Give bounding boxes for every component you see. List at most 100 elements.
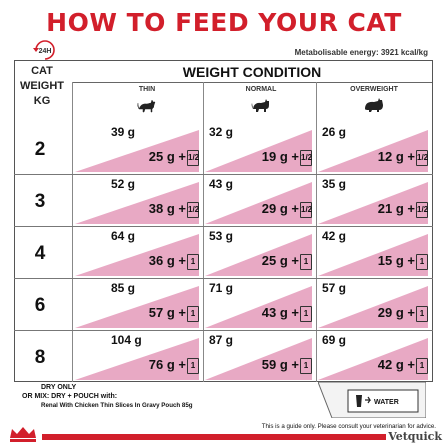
plus-sign: + — [287, 357, 299, 372]
mix-amount: 36 g +1 — [149, 253, 199, 270]
weight-condition-header: WEIGHT CONDITION — [182, 64, 322, 80]
pouch-icon: 1 — [187, 253, 199, 270]
column-thin: THIN — [138, 86, 156, 93]
cat-weight-value: 2 — [34, 139, 46, 160]
badge-label: 24H — [39, 48, 52, 55]
cat-weight-value: 6 — [34, 295, 46, 316]
pouch-icon: 1 — [300, 357, 312, 374]
mix-feeding-wedge — [205, 338, 312, 380]
cat-weight-value: 4 — [34, 243, 46, 264]
disclaimer: This is a guide only. Please consult you… — [261, 423, 436, 430]
mix-dry-amount: 57 g — [148, 305, 175, 320]
mix-dry-amount: 29 g — [377, 305, 404, 320]
dry-only-amount: 35 g — [322, 177, 347, 191]
plus-sign: + — [403, 201, 415, 216]
mix-dry-amount: 38 g — [148, 201, 175, 216]
mix-dry-amount: 25 g — [261, 253, 288, 268]
thin-cat-icon — [137, 99, 156, 113]
pouch-icon: 1 — [300, 305, 312, 322]
pouch-icon: 1/2 — [300, 201, 312, 218]
brand-crown-logo — [10, 427, 36, 442]
mix-feeding-wedge — [318, 286, 428, 328]
mix-dry-amount: 36 g — [148, 253, 175, 268]
normal-cat-icon — [251, 99, 269, 112]
mix-dry-amount: 12 g — [377, 149, 404, 164]
dry-only-amount: 42 g — [322, 229, 347, 243]
pouch-icon: 1/2 — [187, 201, 199, 218]
mix-feeding-wedge — [318, 130, 428, 172]
dry-only-amount: 57 g — [322, 281, 347, 295]
pouch-icon: 1 — [416, 305, 428, 322]
cat-weight-header: CAT WEIGHT KG — [20, 65, 64, 107]
dry-only-amount: 52 g — [111, 177, 136, 191]
plus-sign: + — [174, 149, 186, 164]
mix-amount: 25 g +1 — [262, 253, 312, 270]
dry-only-amount: 39 g — [111, 125, 136, 139]
energy-note: Metabolisable energy: 3921 kcal/kg — [294, 48, 428, 57]
water-label: WATER — [374, 399, 399, 406]
pouch-icon: 1/2 — [187, 149, 199, 166]
legend-mix: OR MIX: DRY + POUCH with: — [22, 393, 118, 400]
mix-feeding-wedge — [75, 234, 199, 276]
dry-only-amount: 69 g — [322, 333, 347, 347]
water-legend: WATER — [318, 382, 426, 418]
plus-sign: + — [287, 149, 299, 164]
row-divider — [14, 226, 433, 227]
24h-clock-icon: 24H — [33, 40, 55, 60]
mix-dry-amount: 19 g — [261, 149, 288, 164]
plus-sign: + — [403, 357, 415, 372]
mix-amount: 76 g +1 — [149, 357, 199, 374]
mix-feeding-wedge — [75, 286, 199, 328]
row-divider — [14, 330, 433, 331]
legend-pouch-name: Renal With Chicken Thin Slices In Gravy … — [41, 402, 193, 409]
mix-amount: 42 g +1 — [378, 357, 428, 374]
mix-dry-amount: 59 g — [261, 357, 288, 372]
mix-feeding-wedge — [75, 338, 199, 380]
page-title: HOW TO FEED YOUR CAT — [46, 8, 402, 37]
dry-only-amount: 87 g — [209, 333, 234, 347]
mix-feeding-wedge — [318, 234, 428, 276]
vetquick-watermark: Vetquick — [386, 430, 442, 443]
mix-amount: 29 g +1 — [378, 305, 428, 322]
pouch-icon: 1 — [187, 305, 199, 322]
pouch-icon: 1 — [300, 253, 312, 270]
mix-dry-amount: 25 g — [148, 149, 175, 164]
pouch-icon: 1 — [187, 357, 199, 374]
footer-red-bar — [42, 434, 402, 440]
mix-amount: 59 g +1 — [262, 357, 312, 374]
cat-weight-value: 3 — [34, 191, 46, 212]
plus-sign: + — [174, 253, 186, 268]
plus-sign: + — [403, 305, 415, 320]
column-overweight: OVERWEIGHT — [350, 86, 398, 93]
pouch-icon: 1/2 — [416, 201, 428, 218]
plus-sign: + — [287, 201, 299, 216]
mix-amount: 43 g +1 — [262, 305, 312, 322]
mix-dry-amount: 76 g — [148, 357, 175, 372]
mix-feeding-wedge — [205, 182, 312, 224]
dry-only-amount: 85 g — [111, 281, 136, 295]
plus-sign: + — [403, 149, 415, 164]
mix-amount: 57 g +1 — [149, 305, 199, 322]
mix-feeding-wedge — [75, 182, 199, 224]
overweight-cat-icon — [365, 98, 383, 112]
mix-amount: 29 g +1/2 — [262, 201, 312, 218]
pouch-icon: 1 — [416, 357, 428, 374]
plus-sign: + — [174, 305, 186, 320]
column-divider — [72, 82, 73, 382]
column-divider — [316, 82, 317, 382]
mix-amount: 19 g +1/2 — [262, 149, 312, 166]
plus-sign: + — [174, 201, 186, 216]
mix-dry-amount: 29 g — [261, 201, 288, 216]
plus-sign: + — [287, 253, 299, 268]
dry-only-amount: 64 g — [111, 229, 136, 243]
header-divider — [72, 82, 432, 83]
cat-weight-value: 8 — [34, 347, 46, 368]
column-normal: NORMAL — [245, 86, 277, 93]
pouch-icon: 1/2 — [416, 149, 428, 166]
mix-amount: 21 g +1/2 — [378, 201, 428, 218]
mix-amount: 12 g +1/2 — [378, 149, 428, 166]
dry-only-amount: 53 g — [209, 229, 234, 243]
legend-dry-only: DRY ONLY — [41, 384, 77, 391]
row-divider — [14, 174, 433, 175]
mix-feeding-wedge — [75, 130, 199, 172]
